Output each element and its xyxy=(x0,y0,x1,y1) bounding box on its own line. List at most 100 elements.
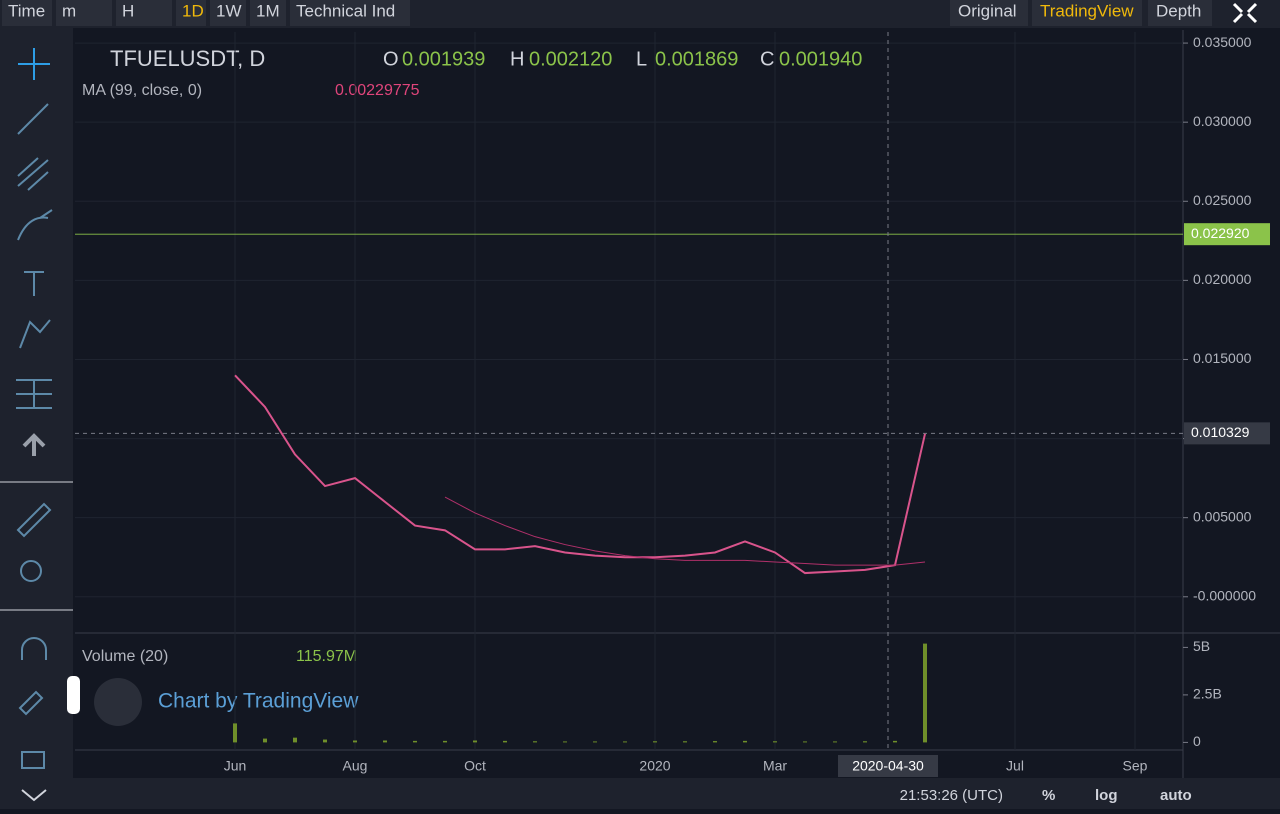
volume-bar xyxy=(593,741,597,743)
toolbar-label[interactable]: Depth xyxy=(1156,1,1201,20)
footer-button[interactable]: log xyxy=(1095,787,1118,804)
volume-bar xyxy=(653,741,657,743)
y-tick-label: 0.005000 xyxy=(1193,508,1252,524)
pattern-tool[interactable] xyxy=(19,319,51,349)
ohlc-value: 0.001940 xyxy=(779,48,862,70)
collapse[interactable] xyxy=(21,789,47,802)
volume-bar xyxy=(293,737,297,743)
toolbar-right: Original TradingView Depth xyxy=(950,0,1258,26)
toolbar-label[interactable]: H xyxy=(122,1,134,20)
ohlc-value: 0.001869 xyxy=(655,48,738,70)
ma-line xyxy=(444,496,926,566)
y-tick-label: 0.030000 xyxy=(1193,113,1252,129)
x-tick-label: 2020 xyxy=(639,758,670,774)
toolbar-button[interactable] xyxy=(250,0,286,26)
y2-tick-label: 5B xyxy=(1193,638,1210,654)
crosshair-x-box xyxy=(838,755,938,777)
zoom-tool[interactable] xyxy=(20,560,42,582)
toolbar-label[interactable]: Time xyxy=(8,1,45,20)
volume-bar xyxy=(503,740,507,743)
ohlc-name: O xyxy=(383,48,399,70)
y2-tick-label: 2.5B xyxy=(1193,686,1222,702)
footer-button[interactable]: auto xyxy=(1160,787,1192,804)
lock-draw-tool[interactable] xyxy=(18,690,44,716)
line-tool[interactable] xyxy=(17,103,49,135)
volume-bar xyxy=(773,741,777,743)
toolbar-label[interactable]: 1W xyxy=(216,1,242,20)
price-line xyxy=(234,374,926,575)
volume-bar xyxy=(383,740,387,743)
toolbar-button[interactable] xyxy=(950,0,1028,26)
toolbar-button[interactable] xyxy=(56,0,112,26)
y-tick-label: -0.000000 xyxy=(1193,587,1256,603)
last-price-label: 0.022920 xyxy=(1191,225,1250,241)
toolbar-label[interactable]: TradingView xyxy=(1040,1,1134,20)
toolbar-button[interactable] xyxy=(1148,0,1212,26)
volume-value: 115.97M xyxy=(296,648,357,665)
ruler-tool[interactable] xyxy=(16,502,52,538)
crosshair-x-label: 2020-04-30 xyxy=(852,758,924,774)
last-price-box xyxy=(1184,223,1270,246)
magnet-tool[interactable] xyxy=(21,637,47,660)
ohlc-legend: O 0.001939 H 0.002120 L 0.001869 C 0.001940 xyxy=(383,48,862,70)
y-tick-label: 0.015000 xyxy=(1193,350,1252,366)
symbol-title: TFUELUSDT, D xyxy=(110,46,265,71)
fib-tool[interactable] xyxy=(17,157,49,191)
watermark-logo xyxy=(94,678,142,726)
crosshair-y-label: 0.010329 xyxy=(1191,424,1250,440)
x-tick-label: Mar xyxy=(763,758,787,774)
toolbar-label[interactable]: m xyxy=(62,1,76,20)
volume-bar xyxy=(413,740,417,743)
lock-tool[interactable] xyxy=(21,751,45,769)
volume-bar xyxy=(713,741,717,743)
volume-legend: Volume (20) xyxy=(82,648,168,665)
toolbar-label[interactable]: Technical Ind xyxy=(296,1,395,20)
ohlc-name: H xyxy=(510,48,524,70)
x-tick-label: Jul xyxy=(1006,758,1024,774)
toolbar-button[interactable] xyxy=(176,0,206,26)
volume-bar xyxy=(863,741,867,743)
volume-bar xyxy=(233,723,237,743)
volume-bar xyxy=(323,739,327,743)
arrow-tool[interactable] xyxy=(22,433,46,456)
volume-bar xyxy=(473,740,477,743)
volume-bar xyxy=(893,740,897,743)
toolbar-button[interactable] xyxy=(1032,0,1142,26)
x-tick-label: Sep xyxy=(1123,758,1148,774)
volume-bar xyxy=(563,741,567,743)
text-tool[interactable] xyxy=(24,271,44,296)
footer-button[interactable]: % xyxy=(1042,787,1055,804)
footer-buttons: % log auto xyxy=(1042,787,1192,804)
watermark: Chart by TradingView xyxy=(158,690,359,713)
x-tick-label: Jun xyxy=(224,758,247,774)
ohlc-value: 0.002120 xyxy=(529,48,612,70)
footer xyxy=(0,778,1280,809)
x-tick-label: Aug xyxy=(343,758,368,774)
ohlc-name: L xyxy=(636,48,647,70)
ma-legend: MA (99, close, 0) xyxy=(82,82,202,99)
crosshair-tool[interactable] xyxy=(18,48,50,80)
crosshair-y-box xyxy=(1184,422,1270,445)
ohlc-name: C xyxy=(760,48,774,70)
volume-bar xyxy=(923,643,927,743)
collapse-handle[interactable] xyxy=(67,676,80,714)
toolbar-left: Time m H 1D 1W 1M Technical Ind xyxy=(2,0,410,26)
volume-bar xyxy=(263,738,267,743)
toolbar-label[interactable]: 1M xyxy=(256,1,280,20)
toolbar-button[interactable] xyxy=(2,0,52,26)
toolbar-button[interactable] xyxy=(116,0,172,26)
clock: 21:53:26 (UTC) xyxy=(900,787,1003,804)
brush-tool[interactable] xyxy=(17,209,53,241)
volume-bar xyxy=(683,741,687,743)
toolbar-label[interactable]: 1D xyxy=(182,1,204,20)
toolbar-label[interactable]: Original xyxy=(958,1,1017,20)
toolbar-button[interactable] xyxy=(210,0,246,26)
toolbar-button[interactable] xyxy=(290,0,410,26)
y-tick-label: 0.025000 xyxy=(1193,192,1252,208)
ohlc-value: 0.001939 xyxy=(402,48,485,70)
measure-tool[interactable] xyxy=(16,379,52,409)
y2-tick-label: 0 xyxy=(1193,733,1201,749)
fullscreen[interactable] xyxy=(1232,2,1258,24)
volume-bar xyxy=(443,740,447,743)
